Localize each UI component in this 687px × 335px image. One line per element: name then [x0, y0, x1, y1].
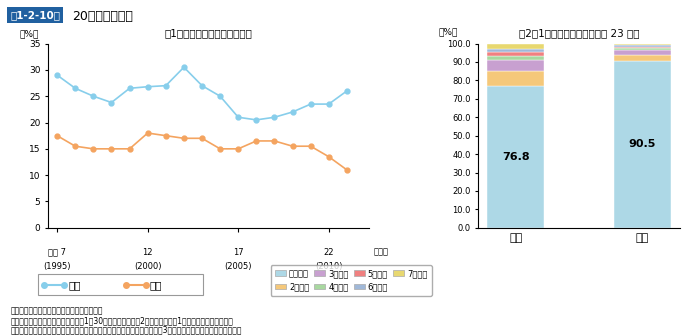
Bar	[488, 50, 544, 52]
Bar	[614, 50, 671, 55]
Text: (1995): (1995)	[43, 262, 71, 271]
Text: 76.8: 76.8	[502, 152, 530, 162]
Text: 女性: 女性	[150, 280, 162, 290]
Text: （出典）厚生労働省「国民健康・栄養調査」: （出典）厚生労働省「国民健康・栄養調査」	[10, 307, 103, 316]
Title: （1）運動習慣のある者の割合: （1）運動習慣のある者の割合	[164, 28, 252, 39]
Text: ２　運動習慣のある者の割合のグラフは，傾向を把握するため，後方3期移動平均の数値をグラフ化した。: ２ 運動習慣のある者の割合のグラフは，傾向を把握するため，後方3期移動平均の数値…	[10, 325, 242, 334]
Bar	[614, 55, 671, 61]
Text: 17: 17	[233, 248, 244, 257]
Title: （2）1週間の運動日数（平成 23 年）: （2）1週間の運動日数（平成 23 年）	[519, 28, 640, 39]
Text: (2005): (2005)	[225, 262, 252, 271]
Text: 22: 22	[324, 248, 334, 257]
Text: (2010): (2010)	[315, 262, 343, 271]
Bar	[488, 56, 544, 60]
Bar	[488, 86, 544, 228]
Bar	[488, 71, 544, 86]
Bar	[488, 52, 544, 56]
Text: 90.5: 90.5	[629, 139, 656, 149]
Bar	[614, 48, 671, 50]
Text: （年）: （年）	[374, 248, 389, 257]
Text: 平成 7: 平成 7	[48, 248, 66, 257]
Legend: 運動無し, 2日／週, 3日／週, 4日／週, 5日／週, 6日／週, 7日／週: 運動無し, 2日／週, 3日／週, 4日／週, 5日／週, 6日／週, 7日／週	[271, 265, 432, 295]
Bar	[614, 44, 671, 46]
Text: 第1-2-10図: 第1-2-10図	[10, 10, 60, 20]
Y-axis label: （%）: （%）	[19, 29, 38, 38]
Text: （注）１　運動習慣のある者とは，1回30分以上の運動を週2日以上実施し，1年以上継続している者。: （注）１ 運動習慣のある者とは，1回30分以上の運動を週2日以上実施し，1年以上…	[10, 316, 233, 325]
Y-axis label: （%）: （%）	[438, 27, 458, 36]
Bar	[488, 44, 544, 50]
Bar	[614, 47, 671, 48]
Bar	[488, 60, 544, 71]
Text: 20代の運動状況: 20代の運動状況	[72, 10, 133, 23]
Bar	[614, 45, 671, 47]
Text: 男性: 男性	[69, 280, 81, 290]
Bar	[614, 61, 671, 228]
Text: (2000): (2000)	[134, 262, 161, 271]
Text: 12: 12	[142, 248, 153, 257]
